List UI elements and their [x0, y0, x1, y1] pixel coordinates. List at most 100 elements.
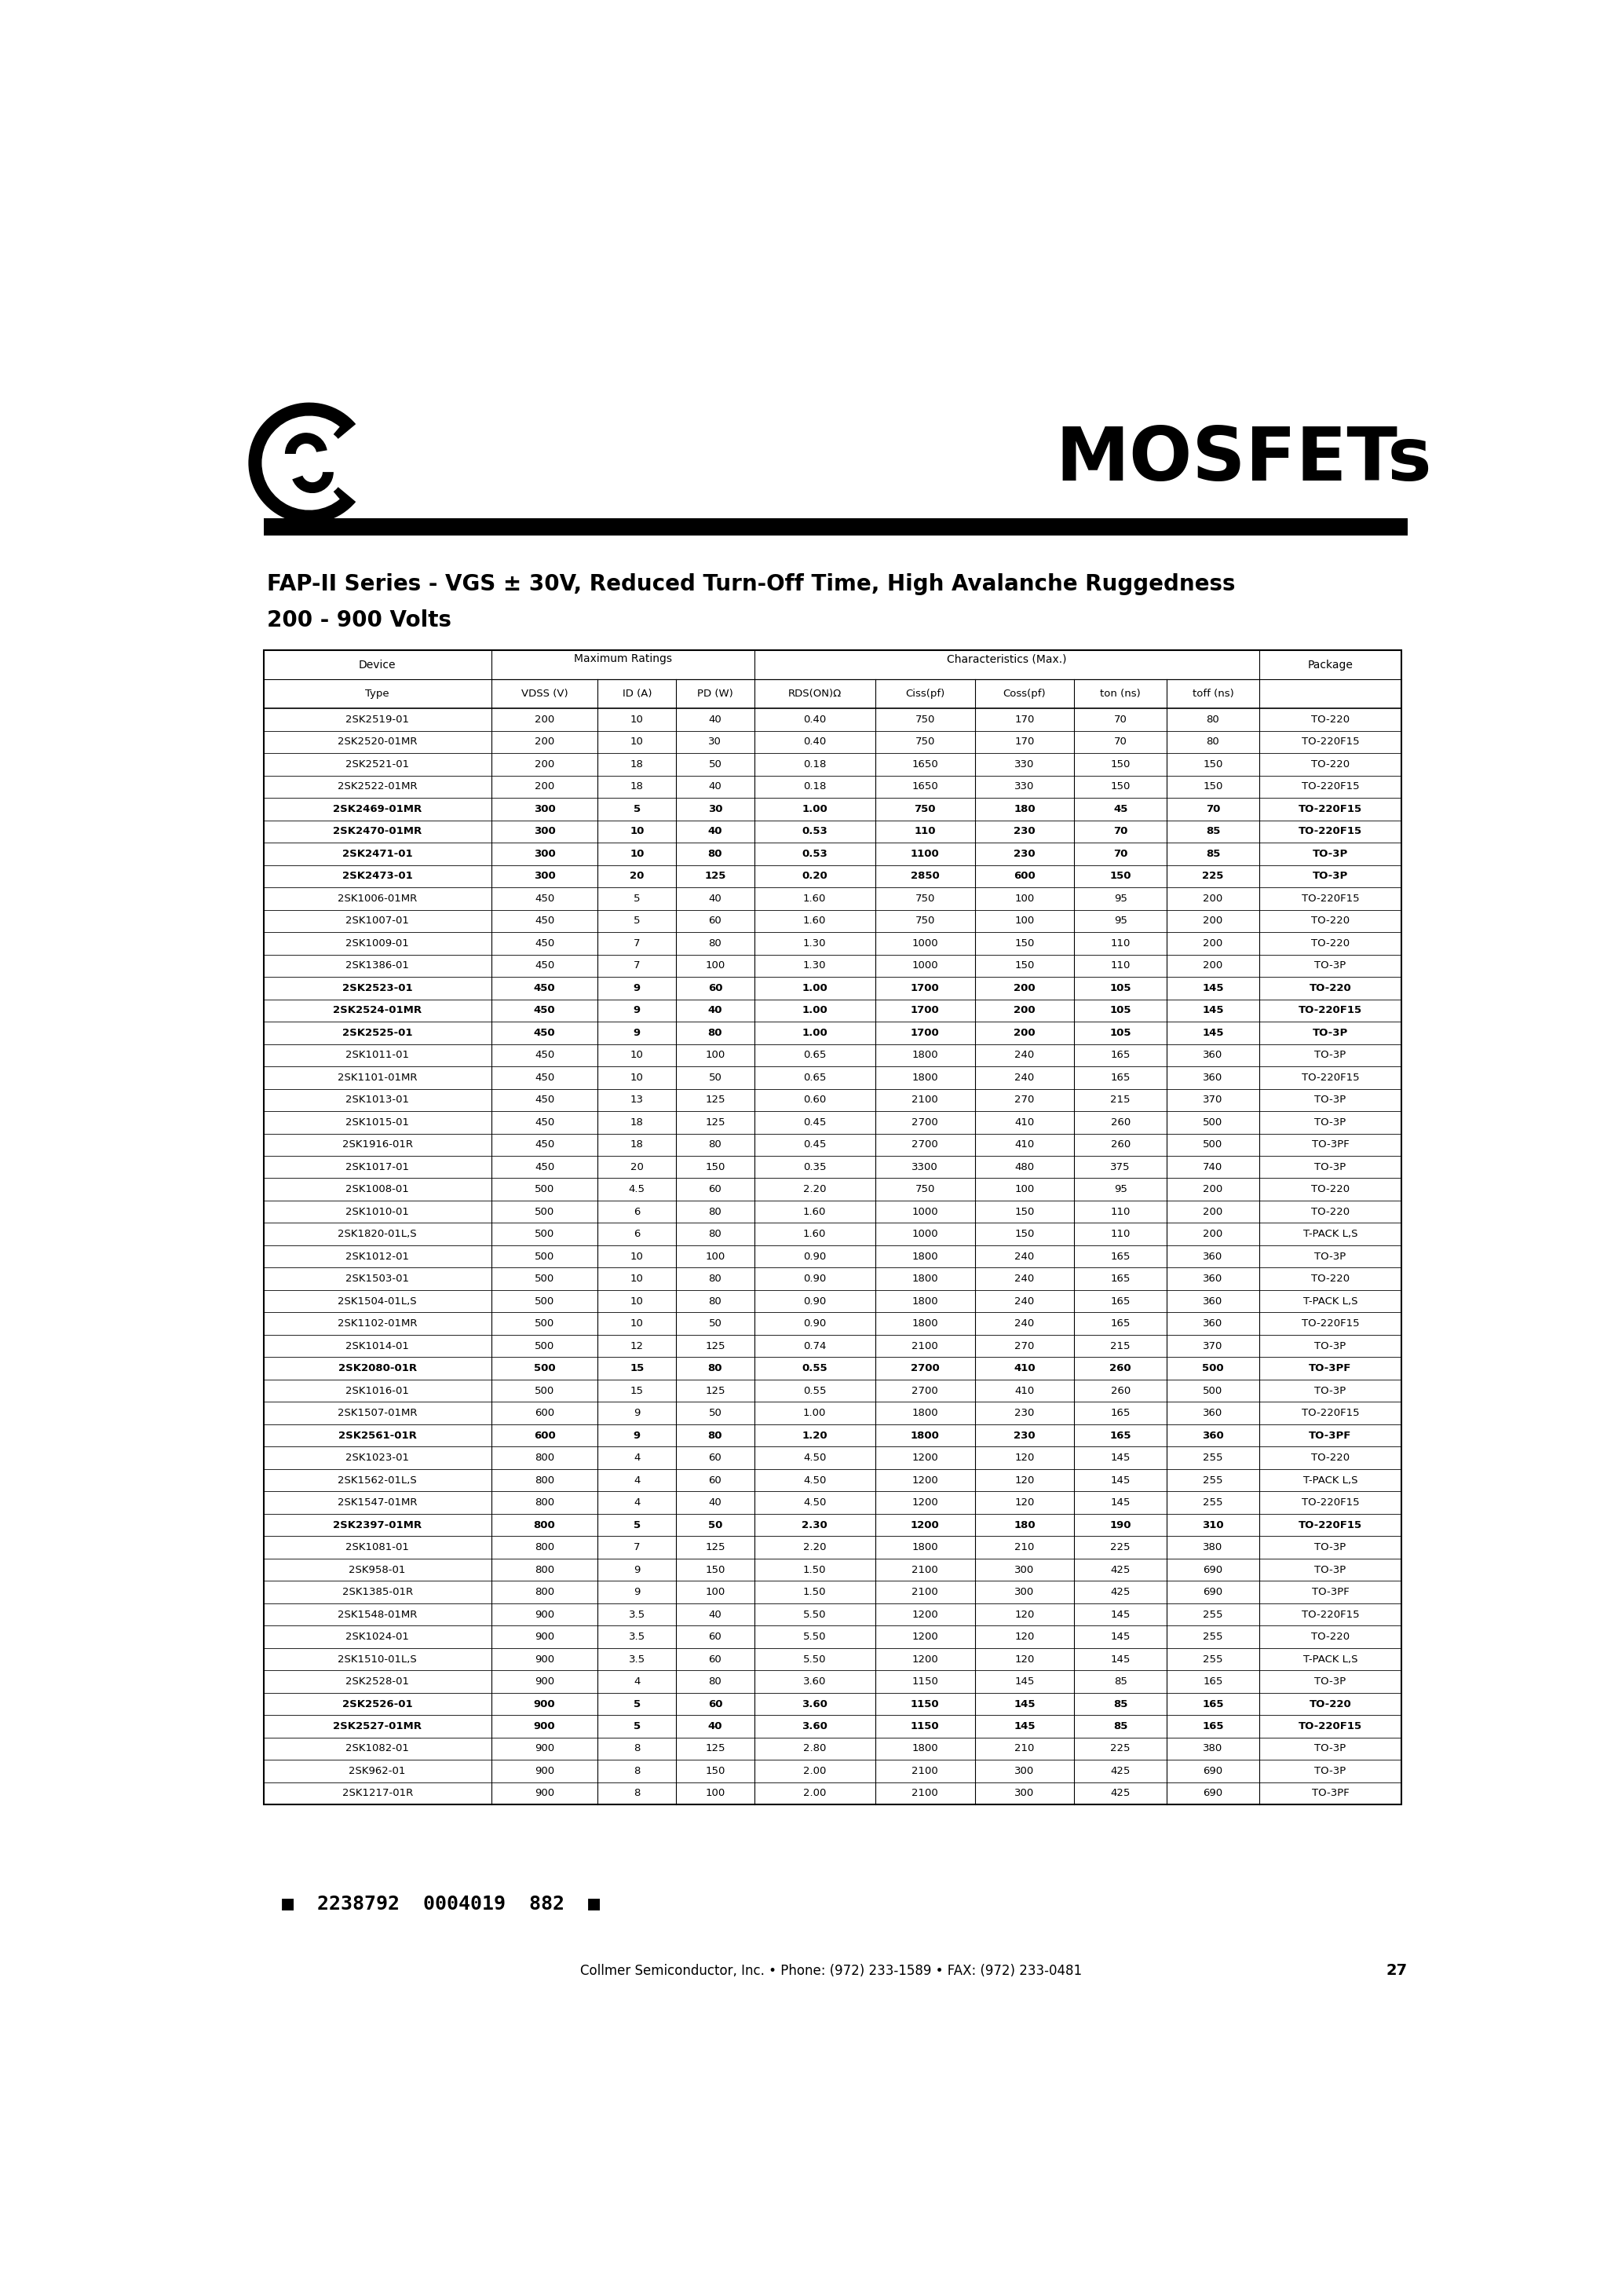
- Text: 450: 450: [534, 1006, 555, 1015]
- Text: 70: 70: [1114, 737, 1127, 746]
- Text: 690: 690: [1204, 1587, 1223, 1598]
- Text: 165: 165: [1111, 1072, 1131, 1084]
- Text: Type: Type: [365, 689, 389, 698]
- Text: 125: 125: [706, 1341, 725, 1350]
- Text: 1000: 1000: [912, 1228, 938, 1240]
- Text: 40: 40: [709, 1609, 722, 1619]
- Text: TO-220F15: TO-220F15: [1301, 781, 1359, 792]
- Text: 0.40: 0.40: [803, 737, 826, 746]
- Text: 0.90: 0.90: [803, 1251, 826, 1261]
- Text: 2100: 2100: [912, 1587, 938, 1598]
- Text: TO-3P: TO-3P: [1314, 1049, 1346, 1061]
- Text: 500: 500: [535, 1341, 555, 1350]
- Text: 500: 500: [1202, 1364, 1223, 1373]
- Text: 1.30: 1.30: [803, 939, 826, 948]
- Text: 2SK2526-01: 2SK2526-01: [342, 1699, 412, 1708]
- Text: 310: 310: [1202, 1520, 1223, 1529]
- Text: TO-220: TO-220: [1311, 1185, 1350, 1194]
- Text: 150: 150: [706, 1162, 725, 1173]
- Text: 2.20: 2.20: [803, 1543, 826, 1552]
- Text: 450: 450: [535, 916, 555, 925]
- Text: 200: 200: [1204, 893, 1223, 905]
- Text: 60: 60: [707, 983, 722, 994]
- Text: 18: 18: [631, 760, 644, 769]
- Text: 1200: 1200: [910, 1520, 939, 1529]
- Text: 0.20: 0.20: [801, 870, 827, 882]
- Text: 2SK2519-01: 2SK2519-01: [345, 714, 409, 726]
- Text: 2SK1023-01: 2SK1023-01: [345, 1453, 409, 1463]
- Text: 40: 40: [709, 714, 722, 726]
- Text: 120: 120: [1014, 1609, 1035, 1619]
- Text: 200: 200: [535, 737, 555, 746]
- Text: Package: Package: [1307, 659, 1353, 670]
- Text: TO-3P: TO-3P: [1314, 960, 1346, 971]
- Text: 0.40: 0.40: [803, 714, 826, 726]
- Text: 100: 100: [706, 1251, 725, 1261]
- Text: 85: 85: [1205, 850, 1220, 859]
- Text: 255: 255: [1204, 1497, 1223, 1508]
- Text: 150: 150: [1014, 960, 1035, 971]
- Text: 165: 165: [1111, 1274, 1131, 1283]
- Text: 150: 150: [1204, 781, 1223, 792]
- Text: 5: 5: [633, 1722, 641, 1731]
- Text: TO-220F15: TO-220F15: [1299, 1006, 1362, 1015]
- Text: 4.50: 4.50: [803, 1453, 826, 1463]
- Text: 500: 500: [1204, 1139, 1223, 1150]
- Text: 15: 15: [629, 1364, 644, 1373]
- Text: 2SK1503-01: 2SK1503-01: [345, 1274, 409, 1283]
- Text: toff (ns): toff (ns): [1192, 689, 1234, 698]
- Text: 900: 900: [535, 1676, 555, 1688]
- Text: TO-3PF: TO-3PF: [1312, 1587, 1350, 1598]
- Text: 2SK1386-01: 2SK1386-01: [345, 960, 409, 971]
- Text: TO-3P: TO-3P: [1314, 1676, 1346, 1688]
- Text: 0.18: 0.18: [803, 781, 826, 792]
- Text: 165: 165: [1111, 1318, 1131, 1329]
- Text: 215: 215: [1111, 1095, 1131, 1104]
- Text: 5: 5: [633, 1520, 641, 1529]
- Text: 80: 80: [709, 1139, 722, 1150]
- Text: 410: 410: [1015, 1139, 1035, 1150]
- Text: 20: 20: [631, 1162, 644, 1173]
- Text: 450: 450: [535, 1095, 555, 1104]
- Text: 125: 125: [706, 1118, 725, 1127]
- Text: 0.65: 0.65: [803, 1049, 826, 1061]
- Text: TO-220: TO-220: [1311, 760, 1350, 769]
- Text: 2700: 2700: [912, 1118, 938, 1127]
- Text: 13: 13: [631, 1095, 644, 1104]
- Text: TO-220: TO-220: [1311, 939, 1350, 948]
- Text: 2100: 2100: [912, 1789, 938, 1798]
- Text: 0.18: 0.18: [803, 760, 826, 769]
- Text: 0.55: 0.55: [803, 1387, 826, 1396]
- Text: 1200: 1200: [912, 1609, 938, 1619]
- Text: 105: 105: [1109, 1029, 1131, 1038]
- Text: 1.50: 1.50: [803, 1587, 826, 1598]
- Text: 2SK1014-01: 2SK1014-01: [345, 1341, 409, 1350]
- Text: TO-220: TO-220: [1311, 1208, 1350, 1217]
- Text: TO-3P: TO-3P: [1312, 850, 1348, 859]
- Text: 5: 5: [633, 804, 641, 815]
- Text: 2SK1015-01: 2SK1015-01: [345, 1118, 409, 1127]
- Text: TO-3P: TO-3P: [1314, 1564, 1346, 1575]
- Text: 7: 7: [634, 939, 641, 948]
- Text: 255: 255: [1204, 1632, 1223, 1642]
- Text: 10: 10: [631, 1049, 644, 1061]
- Text: 8: 8: [634, 1743, 641, 1754]
- Text: 1800: 1800: [912, 1049, 938, 1061]
- Text: 450: 450: [534, 1029, 555, 1038]
- Text: 150: 150: [1014, 1208, 1035, 1217]
- Text: 18: 18: [631, 1118, 644, 1127]
- Text: 480: 480: [1015, 1162, 1035, 1173]
- Text: FAP-II Series - VGS ± 30V, Reduced Turn-Off Time, High Avalanche Ruggedness: FAP-II Series - VGS ± 30V, Reduced Turn-…: [266, 574, 1234, 595]
- Text: 2SK1008-01: 2SK1008-01: [345, 1185, 409, 1194]
- Text: 425: 425: [1111, 1789, 1131, 1798]
- Text: 800: 800: [534, 1520, 555, 1529]
- Text: 300: 300: [1015, 1564, 1035, 1575]
- Text: 60: 60: [707, 1699, 722, 1708]
- Text: 200: 200: [1204, 1228, 1223, 1240]
- Text: 240: 240: [1015, 1274, 1035, 1283]
- Text: 360: 360: [1204, 1049, 1223, 1061]
- Text: T-PACK L,S: T-PACK L,S: [1302, 1653, 1358, 1665]
- Text: 60: 60: [709, 1474, 722, 1486]
- Text: 165: 165: [1111, 1251, 1131, 1261]
- Text: TO-3P: TO-3P: [1312, 870, 1348, 882]
